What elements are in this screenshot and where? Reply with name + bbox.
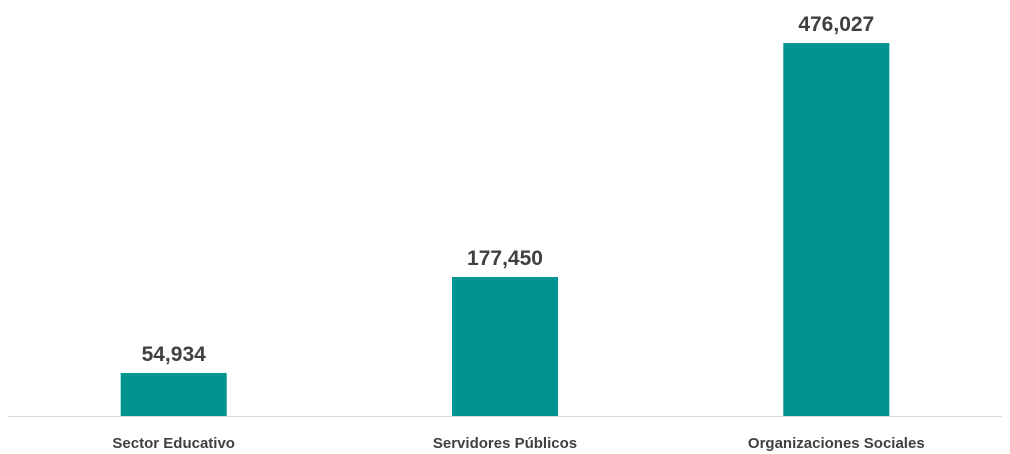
bar-3 (783, 43, 890, 416)
value-labels-layer: 54,934 177,450 476,027 (142, 13, 875, 366)
data-label-2: 177,450 (467, 247, 543, 270)
category-label-1: Sector Educativo (112, 435, 235, 452)
bar-2 (452, 277, 558, 416)
category-labels-layer: Sector Educativo Servidores Públicos Organ… (112, 435, 924, 452)
data-label-1: 54,934 (142, 343, 207, 366)
data-label-3: 476,027 (798, 13, 874, 36)
bars-layer (120, 43, 890, 416)
bar-1 (120, 373, 227, 416)
category-label-3: Organizaciones Sociales (748, 435, 925, 452)
category-label-2: Servidores Públicos (433, 435, 577, 452)
